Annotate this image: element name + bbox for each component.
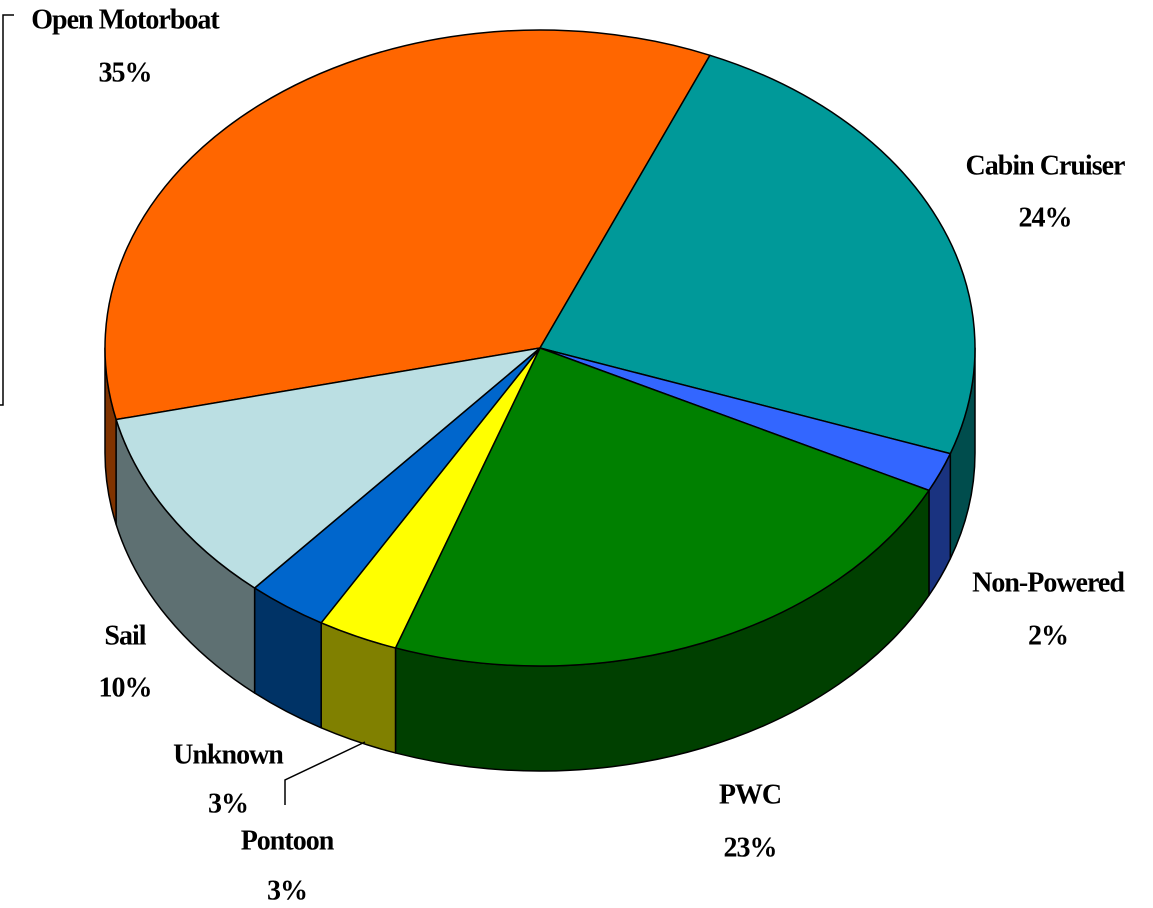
slice bbox=[115, 347, 541, 589]
slice-label: Sail bbox=[104, 620, 146, 651]
slice-sides bbox=[104, 347, 976, 772]
slice-value-label: 3% bbox=[267, 875, 307, 906]
slice-value-label: 35% bbox=[99, 57, 152, 88]
leader-line bbox=[284, 741, 366, 805]
slice-label: Open Motorboat bbox=[31, 4, 220, 35]
slice-value-label: 24% bbox=[1019, 202, 1072, 233]
slice bbox=[394, 347, 930, 667]
slice-value-label: 3% bbox=[208, 788, 248, 819]
slice-value-label: 2% bbox=[1028, 620, 1068, 651]
slice-label: Cabin Cruiser bbox=[966, 150, 1125, 181]
frame-line bbox=[0, 14, 14, 406]
slice bbox=[104, 29, 711, 421]
slice-value-label: 10% bbox=[99, 672, 152, 703]
slice-label: Non-Powered bbox=[972, 567, 1125, 598]
slice bbox=[539, 54, 976, 455]
slice-label: Pontoon bbox=[241, 825, 335, 856]
slice-value-label: 23% bbox=[724, 832, 777, 863]
slice-label: PWC bbox=[719, 779, 781, 810]
labels: Open Motorboat 35% Cabin Cruiser 24% Non-Pow… bbox=[31, 4, 1126, 906]
slice-tops bbox=[104, 29, 976, 667]
slice-label: Unknown bbox=[173, 739, 284, 770]
